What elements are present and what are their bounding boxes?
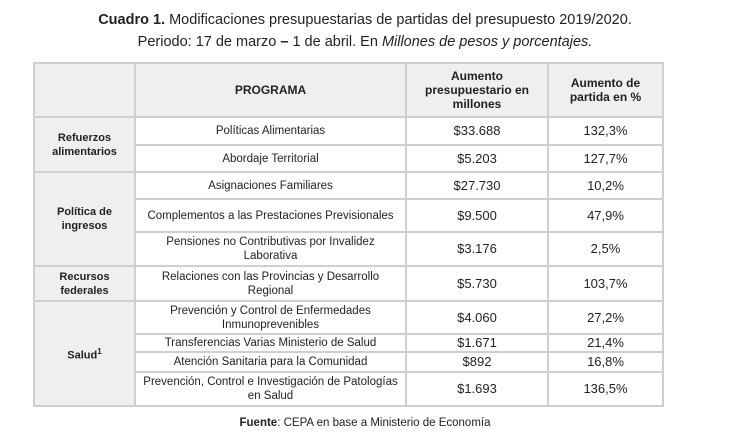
source-note: Fuente: CEPA en base a Ministerio de Eco…	[0, 417, 730, 429]
amount-cell: $4.060	[405, 300, 549, 335]
source-label: Fuente	[239, 417, 278, 429]
table-row: Salud1 Prevención y Control de Enfermedad…	[33, 300, 664, 407]
program-cell: Complementos a las Prestaciones Previsio…	[134, 198, 407, 233]
table-row: Atención Sanitaria para la Comunidad $892…	[34, 351, 664, 373]
table-row: Pensiones no Contributivas por Invalidez…	[34, 231, 664, 267]
percent-cell: 132,3%	[547, 116, 664, 146]
source-text: : CEPA en base a Ministerio de Economía	[277, 417, 491, 429]
header-programa: PROGRAMA	[134, 62, 407, 118]
program-cell: Políticas Alimentarias	[134, 116, 407, 146]
percent-cell: 27,2%	[547, 300, 664, 335]
amount-cell: $1.671	[405, 333, 549, 353]
header-blank	[33, 62, 136, 118]
amount-cell: $5.203	[405, 144, 549, 173]
category-label: Recursos federales	[59, 270, 110, 297]
table-row: Refuerzos alimentarios Políticas Alimenta…	[33, 116, 664, 173]
percent-cell: 127,7%	[547, 144, 664, 173]
period-end: 1 de abril.	[288, 34, 357, 50]
program-cell: Asignaciones Familiares	[134, 171, 407, 200]
percent-cell: 16,8%	[547, 351, 664, 373]
amount-cell: $27.730	[405, 171, 549, 200]
units-text: Millones de pesos y porcentajes.	[381, 34, 593, 50]
category-cell: Política de ingresos	[33, 171, 136, 267]
amount-cell: $892	[405, 351, 549, 373]
program-cell: Prevención y Control de Enfermedades Inm…	[134, 300, 407, 335]
percent-cell: 2,5%	[547, 231, 664, 267]
units-prefix: En	[356, 34, 382, 50]
program-cell: Prevención, Control e Investigación de P…	[134, 371, 407, 407]
title-text: Modificaciones presupuestarias de partid…	[165, 12, 632, 28]
table-row: Prevención, Control e Investigación de P…	[34, 371, 664, 407]
category-cell: Salud1	[33, 300, 136, 407]
table-row: Transferencias Varias Ministerio de Salu…	[34, 333, 664, 353]
percent-cell: 103,7%	[547, 265, 664, 302]
dash: –	[280, 34, 289, 50]
table-row: Complementos a las Prestaciones Previsio…	[34, 198, 664, 233]
table-row: Política de ingresos Asignaciones Familia…	[33, 171, 664, 267]
header-aumento: Aumento presupuestario en millones	[405, 62, 549, 118]
percent-cell: 10,2%	[547, 171, 664, 200]
program-cell: Transferencias Varias Ministerio de Salu…	[134, 333, 407, 353]
amount-cell: $3.176	[405, 231, 549, 267]
footnote-mark: 1	[97, 346, 102, 356]
category-cell: Recursos federales	[33, 265, 136, 302]
table-row: Recursos federales Relaciones con las Pro…	[33, 265, 664, 302]
program-cell: Abordaje Territorial	[134, 144, 407, 173]
amount-cell: $9.500	[405, 198, 549, 233]
amount-cell: $5.730	[405, 265, 549, 302]
category-label: Salud	[67, 349, 98, 362]
table-row: Abordaje Territorial $5.203 127,7%	[34, 144, 664, 173]
category-label: Refuerzos alimentarios	[52, 131, 117, 158]
budget-table: PROGRAMA Aumento presupuestario en millo…	[33, 62, 664, 407]
category-cell: Refuerzos alimentarios	[33, 116, 136, 173]
amount-cell: $1.693	[405, 371, 549, 407]
program-cell: Atención Sanitaria para la Comunidad	[134, 351, 407, 373]
percent-cell: 21,4%	[547, 333, 664, 353]
title-label: Cuadro 1.	[98, 12, 166, 28]
percent-cell: 136,5%	[547, 371, 664, 407]
program-cell: Relaciones con las Provincias y Desarrol…	[134, 265, 407, 302]
table-title: Cuadro 1. Modificaciones presupuestarias…	[0, 12, 730, 28]
header-porcentaje: Aumento de partida en %	[547, 62, 664, 118]
program-cell: Pensiones no Contributivas por Invalidez…	[134, 231, 407, 267]
header-row: PROGRAMA Aumento presupuestario en millo…	[33, 62, 664, 118]
table-subtitle: Periodo: 17 de marzo – 1 de abril. En Mi…	[0, 34, 730, 50]
category-label: Política de ingresos	[56, 206, 113, 232]
period-text: Periodo: 17 de marzo	[137, 34, 281, 50]
amount-cell: $33.688	[405, 116, 549, 146]
percent-cell: 47,9%	[547, 198, 664, 233]
